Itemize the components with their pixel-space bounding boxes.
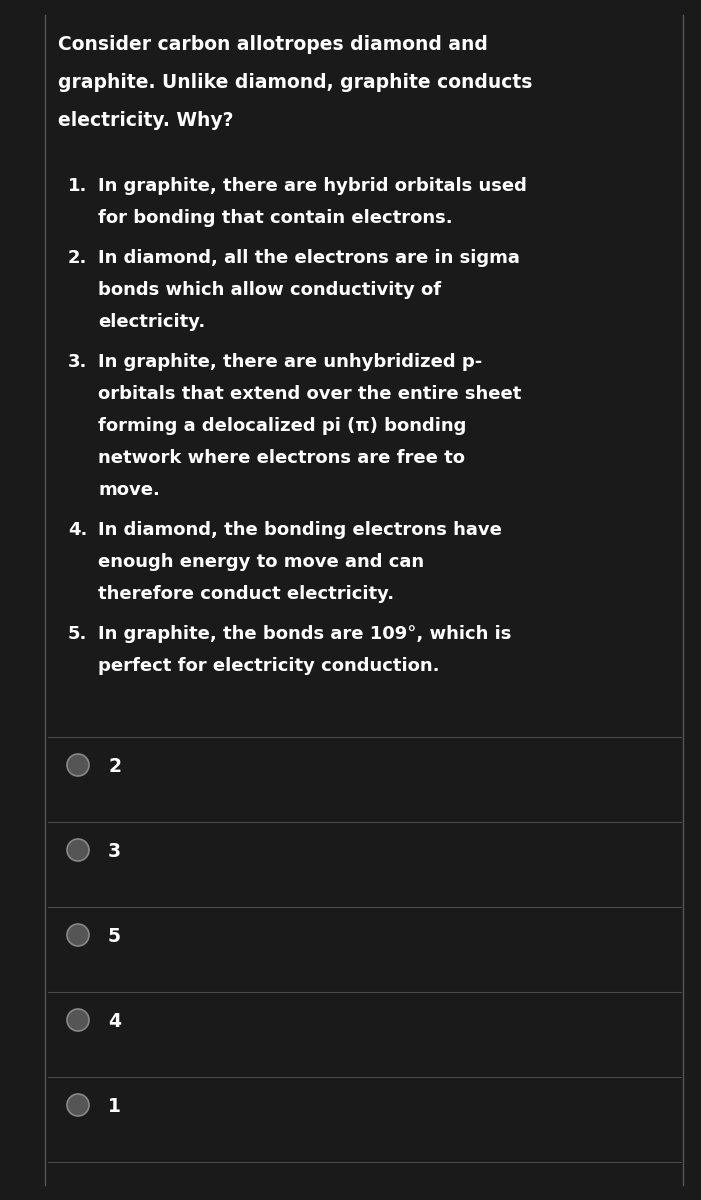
Text: 1: 1: [108, 1097, 121, 1116]
Text: In diamond, the bonding electrons have: In diamond, the bonding electrons have: [98, 521, 502, 539]
Text: In diamond, all the electrons are in sigma: In diamond, all the electrons are in sig…: [98, 248, 520, 266]
Text: In graphite, there are hybrid orbitals used: In graphite, there are hybrid orbitals u…: [98, 176, 527, 194]
Text: In graphite, there are unhybridized p-: In graphite, there are unhybridized p-: [98, 353, 482, 371]
Text: forming a delocalized pi (π) bonding: forming a delocalized pi (π) bonding: [98, 416, 466, 434]
Circle shape: [67, 1094, 89, 1116]
Text: network where electrons are free to: network where electrons are free to: [98, 449, 465, 467]
Text: therefore conduct electricity.: therefore conduct electricity.: [98, 584, 394, 602]
Text: electricity.: electricity.: [98, 313, 205, 331]
Text: 4: 4: [108, 1012, 121, 1031]
Text: graphite. Unlike diamond, graphite conducts: graphite. Unlike diamond, graphite condu…: [58, 73, 532, 92]
Text: orbitals that extend over the entire sheet: orbitals that extend over the entire she…: [98, 385, 522, 403]
Text: 5: 5: [108, 926, 121, 946]
Text: 3.: 3.: [68, 353, 88, 371]
Text: 2.: 2.: [68, 248, 88, 266]
Text: for bonding that contain electrons.: for bonding that contain electrons.: [98, 209, 453, 227]
Text: enough energy to move and can: enough energy to move and can: [98, 553, 424, 571]
Text: move.: move.: [98, 481, 160, 499]
Text: 1.: 1.: [68, 176, 88, 194]
Text: electricity. Why?: electricity. Why?: [58, 110, 233, 130]
Circle shape: [67, 754, 89, 776]
Text: 3: 3: [108, 842, 121, 862]
Text: 2: 2: [108, 757, 121, 776]
Circle shape: [67, 1009, 89, 1031]
Text: 5.: 5.: [68, 625, 88, 643]
Text: perfect for electricity conduction.: perfect for electricity conduction.: [98, 658, 440, 674]
Text: In graphite, the bonds are 109°, which is: In graphite, the bonds are 109°, which i…: [98, 625, 511, 643]
Circle shape: [67, 839, 89, 862]
Text: bonds which allow conductivity of: bonds which allow conductivity of: [98, 281, 441, 299]
Text: 4.: 4.: [68, 521, 88, 539]
Text: Consider carbon allotropes diamond and: Consider carbon allotropes diamond and: [58, 35, 488, 54]
Circle shape: [67, 924, 89, 946]
